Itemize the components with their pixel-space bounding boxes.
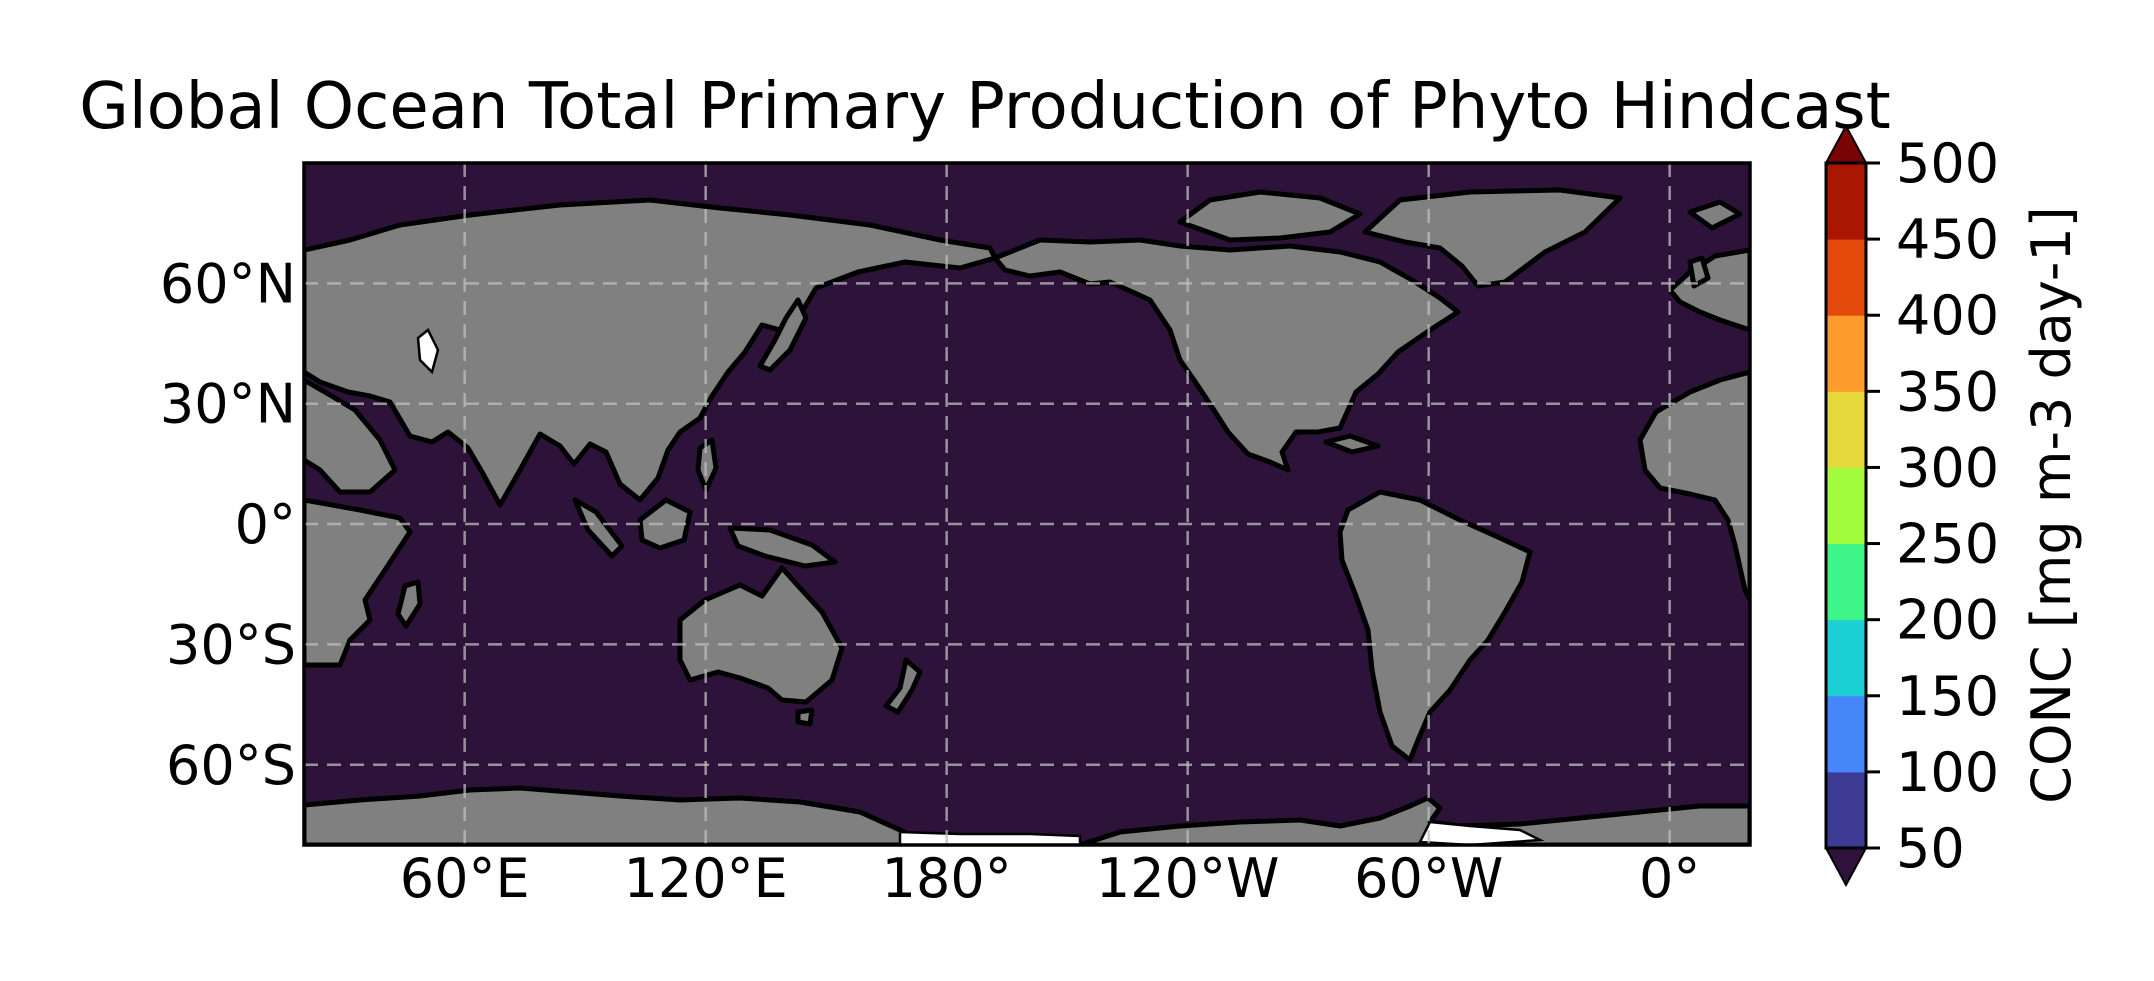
land-philippines — [695, 437, 719, 493]
colorbar-segment — [1826, 771, 1866, 849]
colorbar-tick-label: 500 — [1896, 132, 1999, 195]
colorbar-segment — [1826, 315, 1866, 392]
land-japan — [757, 297, 809, 373]
lat-tick-label: 60°N — [160, 252, 296, 315]
colorbar-tick-label: 350 — [1896, 360, 1999, 423]
lat-tick-label: 0° — [235, 493, 296, 556]
colorbar-segment — [1826, 695, 1866, 773]
lon-tick-label: 60°E — [400, 847, 530, 910]
colorbar-segment — [1826, 163, 1866, 240]
map-frame — [302, 161, 1752, 847]
lake-caspian — [416, 328, 440, 375]
lon-tick-label: 0° — [1639, 847, 1700, 910]
land-cuba — [1323, 433, 1381, 455]
land-madagascar — [395, 579, 423, 629]
land-borneo — [637, 497, 693, 551]
land-arabia — [304, 377, 398, 495]
land-new-zealand — [883, 657, 923, 715]
land-south-america — [1337, 489, 1533, 763]
colorbar-segment — [1826, 467, 1866, 545]
land-new-guinea — [727, 525, 838, 569]
colorbar-segment — [1826, 619, 1866, 697]
lon-tick-label: 120°W — [1096, 847, 1279, 910]
lat-tick-label: 30°S — [166, 613, 296, 676]
colorbar-tick-label: 300 — [1896, 436, 1999, 499]
lon-tick-label: 120°E — [624, 847, 788, 910]
ice-shelf-ross — [898, 830, 1082, 845]
colorbar-tick-label: 250 — [1896, 513, 1999, 576]
land-australia — [677, 565, 845, 705]
colorbar-frame — [1824, 161, 1868, 850]
lon-tick-label: 60°W — [1354, 847, 1503, 910]
lat-tick-label: 60°S — [166, 734, 296, 797]
colorbar-tick-label: 400 — [1896, 284, 1999, 347]
colorbar-tick-label: 150 — [1896, 665, 1999, 728]
map-title: Global Ocean Total Primary Production of… — [79, 70, 1890, 144]
colorbar: 50 100 150 200 250 300 350 400 450 500 C… — [1824, 123, 2083, 888]
land-africa-west — [1637, 369, 1750, 603]
land-tasmania — [795, 707, 815, 727]
lat-tick-labels: 60°N 30°N 0° 30°S 60°S — [160, 252, 296, 796]
map-axes: 60°E 120°E 180° 120°W 60°W 0° 60°N 30°N … — [160, 161, 1752, 910]
colorbar-tick-label: 450 — [1896, 208, 1999, 271]
land-africa-east — [304, 497, 413, 668]
land-british-isles — [1687, 255, 1711, 289]
landmasses — [304, 187, 1750, 845]
land-north-america — [992, 237, 1461, 473]
lon-tick-label: 180° — [882, 847, 1012, 910]
land-eurasia — [304, 197, 998, 508]
land-europe-west — [1667, 247, 1750, 333]
land-svalbard — [1687, 199, 1743, 231]
land-canadian-arctic — [1177, 189, 1363, 243]
colorbar-tick-label: 200 — [1896, 589, 1999, 652]
colorbar-tick-label: 50 — [1896, 817, 1965, 880]
colorbar-label: CONC [mg m-3 day-1] — [2020, 206, 2083, 803]
colorbar-segments — [1826, 163, 1866, 849]
colorbar-ticks — [1866, 161, 1880, 850]
colorbar-segment — [1826, 543, 1866, 621]
ice-shelf-weddell — [1418, 820, 1545, 845]
lat-tick-label: 30°N — [160, 373, 296, 436]
colorbar-tick-label: 100 — [1896, 741, 1999, 804]
land-antarctica-west — [1077, 795, 1750, 845]
colorbar-segment — [1826, 391, 1866, 468]
colorbar-tick-labels: 50 100 150 200 250 300 350 400 450 500 — [1896, 132, 1999, 880]
colorbar-extend-min-triangle — [1824, 847, 1868, 888]
gridlines — [304, 163, 1750, 845]
lon-tick-labels: 60°E 120°E 180° 120°W 60°W 0° — [400, 847, 1701, 910]
colorbar-segment — [1826, 239, 1866, 316]
